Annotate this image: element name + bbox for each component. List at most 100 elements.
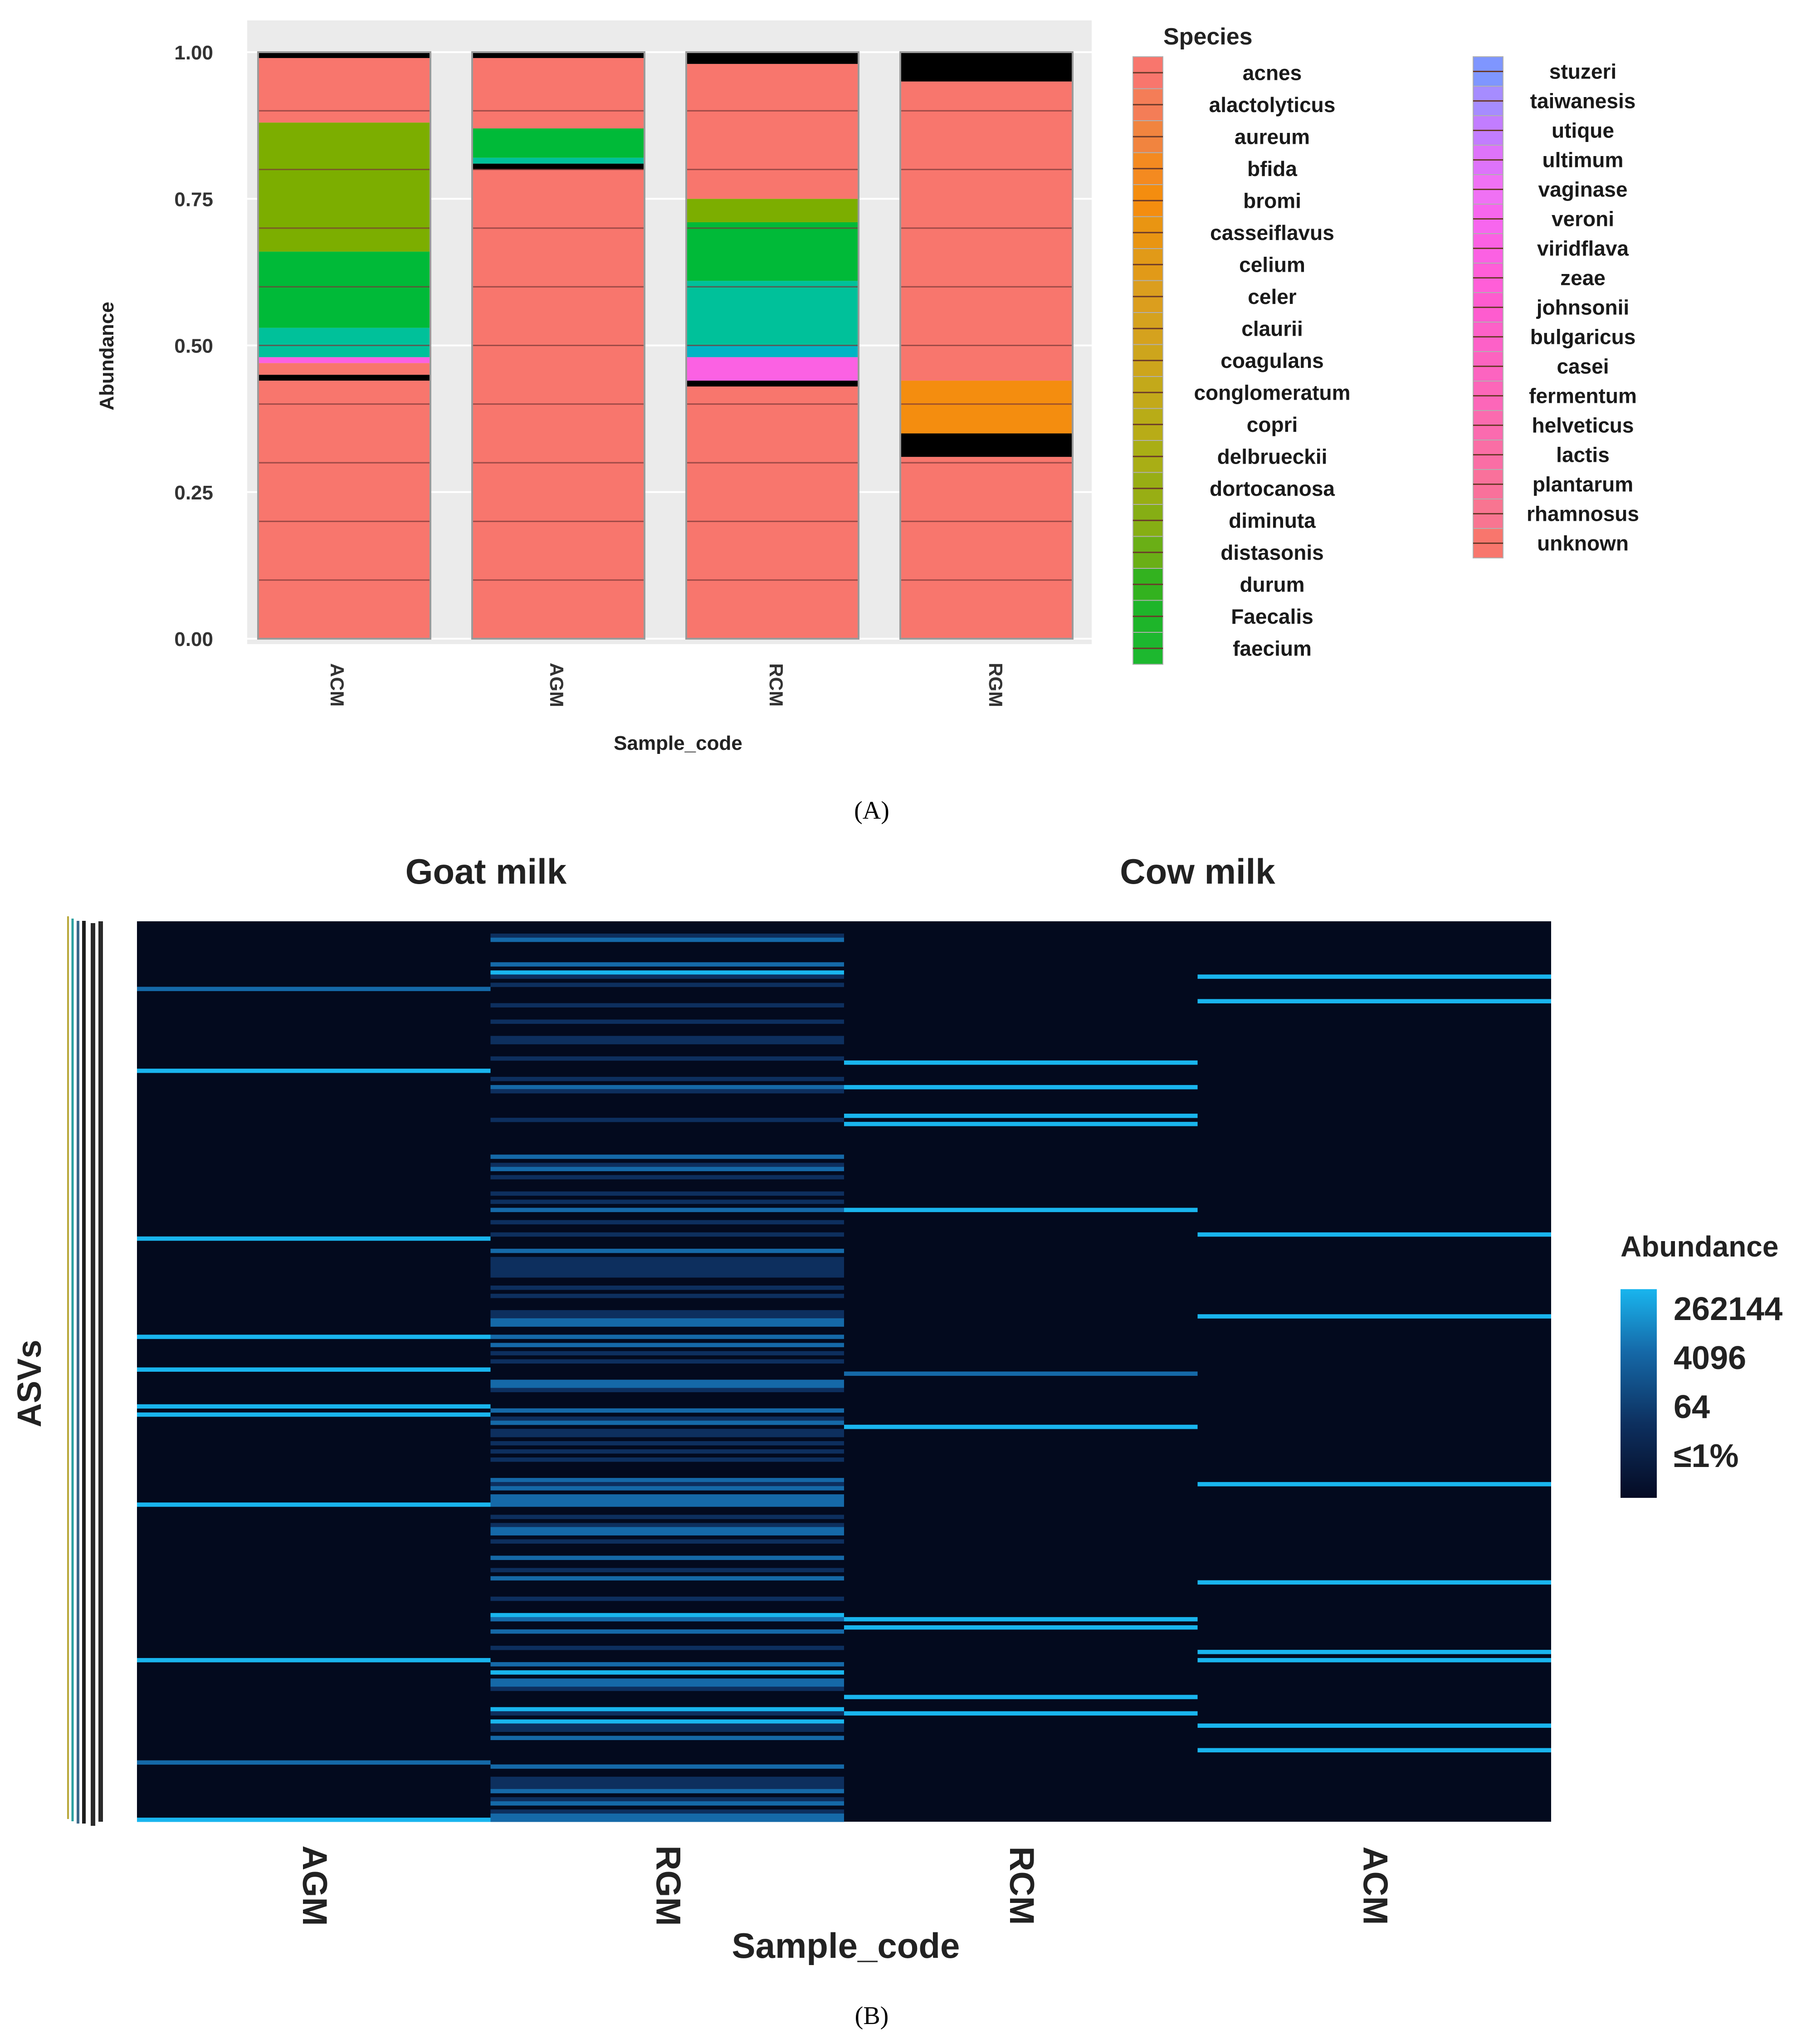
heatmap-cell [490, 1449, 844, 1454]
colorbar-label: ≤1% [1674, 1438, 1739, 1474]
heatmap-cell [490, 938, 844, 942]
heatmap-cell [844, 1625, 1198, 1630]
heatmap-cell [490, 1163, 844, 1167]
legend-label: utique [1552, 119, 1614, 142]
heatmap-cell [490, 1736, 844, 1741]
heatmap-cell [844, 1424, 1198, 1429]
legend-label: ultimum [1543, 148, 1624, 172]
heatmap-column-label: ACM [1356, 1846, 1394, 1925]
y-axis-title: Abundance [96, 302, 118, 411]
bar-segment [258, 381, 430, 639]
legend-label: celer [1248, 285, 1297, 308]
legend-label: coagulans [1220, 349, 1324, 372]
heatmap-cell [490, 1678, 844, 1683]
heatmap-cell [490, 1040, 844, 1045]
heatmap-cell [490, 1527, 844, 1531]
heatmap-cell [490, 1687, 844, 1691]
heatmap-cell [844, 1695, 1198, 1699]
heatmap-cell [490, 1433, 844, 1438]
y-tick-label: 0.25 [174, 482, 213, 504]
heatmap-cell [490, 1670, 844, 1675]
bar-segment [258, 251, 430, 328]
heatmap-cell [490, 1118, 844, 1122]
legend-label: casei [1557, 355, 1609, 378]
legend-label: fermentum [1529, 384, 1637, 408]
bar-segment [258, 328, 430, 357]
panel-b-label: (B) [855, 2002, 889, 2030]
heatmap-cell [490, 1486, 844, 1491]
bar-segment [258, 363, 430, 375]
heatmap-cell [490, 1502, 844, 1507]
heatmap-cell [844, 1371, 1198, 1376]
bar-segment [472, 58, 644, 129]
heatmap-cell [490, 1789, 844, 1794]
heatmap-cell [490, 1314, 844, 1319]
heatmap-cell [490, 934, 844, 938]
heatmap-cell [844, 1060, 1198, 1065]
bar-segment [472, 52, 644, 58]
heatmap-cell [490, 1727, 844, 1732]
bar-segment [258, 357, 430, 363]
bar-segment [686, 52, 859, 64]
bar-segment [686, 357, 859, 381]
bar-RGM [899, 51, 1074, 640]
heatmap-cell [490, 1175, 844, 1179]
heatmap-cell [490, 1617, 844, 1622]
heatmap-cell [844, 1711, 1198, 1716]
heatmap-cell [490, 1576, 844, 1581]
heatmap-cell [490, 1596, 844, 1601]
group-label: Goat milk [405, 851, 567, 891]
legend-label: faecium [1233, 636, 1312, 660]
legend-label: zeae [1560, 266, 1606, 290]
y-tick-label: 1.00 [174, 42, 213, 64]
heatmap-cell [1197, 999, 1551, 1003]
heatmap-cell [490, 1539, 844, 1544]
legend-label: helveticus [1532, 414, 1634, 437]
heatmap-cell [1197, 1658, 1551, 1663]
heatmap-cell [490, 1003, 844, 1007]
heatmap-legend-title: Abundance [1621, 1230, 1778, 1263]
legend-label: alactolyticus [1209, 93, 1336, 117]
bar-segment [900, 457, 1073, 639]
heatmap-cell [844, 1114, 1198, 1118]
heatmap-cell [844, 1617, 1198, 1622]
heatmap-cell [490, 1646, 844, 1650]
legend-label: diminuta [1229, 509, 1316, 532]
heatmap-cell [490, 1515, 844, 1519]
heatmap-cell [490, 1019, 844, 1024]
legend-label: durum [1240, 572, 1304, 596]
heatmap-cell [137, 1335, 491, 1339]
heatmap-cell [490, 1310, 844, 1315]
bar-segment [900, 52, 1073, 82]
heatmap-cell [490, 1388, 844, 1393]
heatmap-cell [490, 1555, 844, 1560]
bar-segment [686, 345, 859, 357]
bar-segment [472, 128, 644, 158]
bar-segment [258, 375, 430, 381]
heatmap-cell [490, 1294, 844, 1298]
heatmap-cell [490, 1191, 844, 1196]
legend-label: rhamnosus [1527, 502, 1639, 526]
heatmap-column-label: RGM [649, 1845, 687, 1926]
heatmap-colorbar [1621, 1289, 1657, 1498]
heatmap-cell [490, 1723, 844, 1728]
heatmap-cell [1197, 1232, 1551, 1237]
bar-AGM [471, 51, 645, 640]
legend-label: acnes [1243, 61, 1302, 84]
bar-outline [471, 51, 645, 640]
y-axis-title-asvs: ASVs [10, 1340, 48, 1427]
bar-segment [686, 281, 859, 346]
legend-label: Faecalis [1231, 605, 1313, 628]
heatmap-cell [490, 1428, 844, 1433]
heatmap-cell [490, 1335, 844, 1339]
heatmap-cell [490, 1801, 844, 1806]
bar-segment [900, 81, 1073, 381]
legend-label: copri [1247, 413, 1298, 436]
heatmap-cell [844, 1208, 1198, 1213]
heatmap-cell [137, 1412, 491, 1417]
heatmap-cell [490, 1085, 844, 1090]
bar-outline [685, 51, 859, 640]
heatmap-cell [490, 1785, 844, 1790]
heatmap-cell [1197, 1650, 1551, 1654]
